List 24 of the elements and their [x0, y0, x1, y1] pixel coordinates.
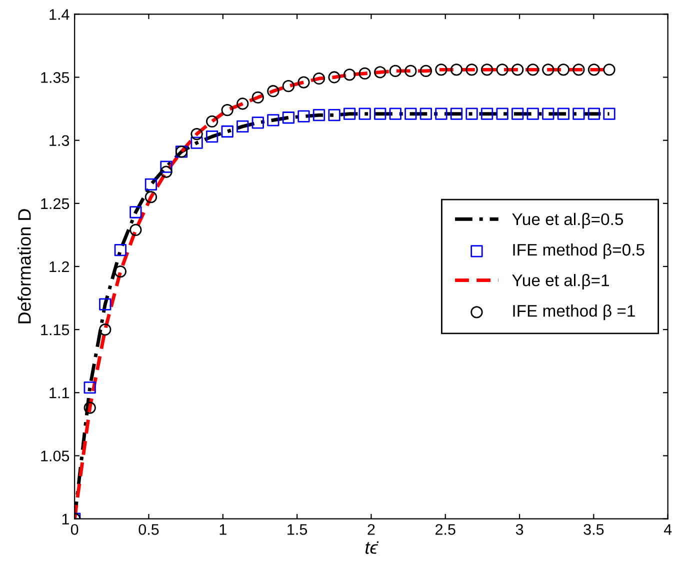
- x-tick-label: 3: [516, 524, 524, 535]
- x-tick-label: 4: [664, 524, 672, 535]
- x-tick-label: 2.5: [436, 524, 456, 535]
- y-tick-label: 1.2: [50, 261, 69, 272]
- y-tick-label: 1.35: [41, 72, 70, 83]
- x-tick-label: 1: [220, 524, 226, 535]
- legend-label: Yue et al.β=1: [512, 274, 609, 290]
- legend-label: Yue et al.β=0.5: [512, 212, 624, 228]
- y-axis-title: Deformation D: [18, 209, 31, 324]
- y-tick-label: 1.15: [41, 324, 70, 336]
- legend-label: IFE method β=0.5: [513, 243, 644, 259]
- x-tick-label: 0: [70, 524, 78, 535]
- x-tick-label: 3.5: [584, 524, 604, 535]
- x-axis-title: tϵ̇: [366, 541, 379, 554]
- x-tick-label: 0.5: [138, 524, 159, 535]
- y-tick-label: 1.3: [50, 135, 70, 146]
- y-tick-label: 1: [62, 514, 69, 524]
- x-tick-label: 2: [368, 524, 375, 535]
- y-tick-label: 1.4: [50, 9, 70, 20]
- x-tick-label: 1.5: [288, 524, 308, 535]
- y-tick-label: 1.25: [41, 198, 70, 210]
- legend-label: IFE method β =1: [513, 304, 635, 320]
- y-tick-label: 1.1: [50, 388, 69, 398]
- y-tick-label: 1.05: [41, 450, 70, 462]
